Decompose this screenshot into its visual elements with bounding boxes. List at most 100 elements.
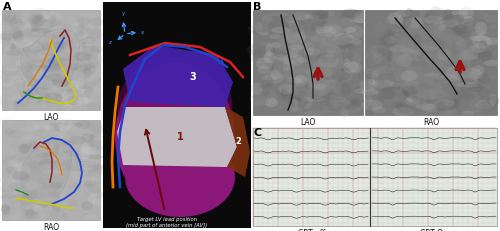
Ellipse shape bbox=[50, 60, 64, 70]
Ellipse shape bbox=[10, 43, 16, 51]
Ellipse shape bbox=[16, 155, 22, 159]
Ellipse shape bbox=[20, 142, 38, 145]
Ellipse shape bbox=[88, 138, 94, 148]
Ellipse shape bbox=[10, 76, 28, 83]
Ellipse shape bbox=[452, 24, 472, 37]
Ellipse shape bbox=[36, 20, 44, 30]
Ellipse shape bbox=[458, 33, 479, 43]
Ellipse shape bbox=[27, 41, 38, 49]
Ellipse shape bbox=[72, 101, 76, 109]
Ellipse shape bbox=[370, 45, 386, 57]
Ellipse shape bbox=[13, 121, 22, 124]
Ellipse shape bbox=[63, 29, 68, 38]
Ellipse shape bbox=[50, 129, 56, 140]
Ellipse shape bbox=[56, 136, 65, 143]
Ellipse shape bbox=[365, 96, 372, 103]
Ellipse shape bbox=[252, 94, 270, 99]
Ellipse shape bbox=[410, 16, 426, 25]
Ellipse shape bbox=[23, 29, 32, 39]
Ellipse shape bbox=[418, 24, 440, 32]
Ellipse shape bbox=[19, 168, 26, 178]
Ellipse shape bbox=[80, 157, 98, 167]
Ellipse shape bbox=[0, 116, 15, 128]
Ellipse shape bbox=[70, 65, 78, 68]
Ellipse shape bbox=[399, 80, 420, 91]
Ellipse shape bbox=[68, 136, 87, 145]
Ellipse shape bbox=[454, 72, 469, 77]
Ellipse shape bbox=[20, 36, 32, 40]
Ellipse shape bbox=[280, 74, 294, 86]
Ellipse shape bbox=[35, 138, 42, 143]
Ellipse shape bbox=[327, 43, 348, 57]
Ellipse shape bbox=[378, 66, 394, 73]
Ellipse shape bbox=[376, 96, 384, 105]
Ellipse shape bbox=[2, 206, 18, 216]
Ellipse shape bbox=[83, 79, 92, 82]
Ellipse shape bbox=[466, 43, 476, 50]
Ellipse shape bbox=[348, 36, 363, 41]
Ellipse shape bbox=[68, 159, 80, 166]
Ellipse shape bbox=[299, 57, 313, 69]
Ellipse shape bbox=[412, 94, 425, 106]
Ellipse shape bbox=[62, 30, 76, 36]
Ellipse shape bbox=[396, 104, 412, 115]
Ellipse shape bbox=[22, 212, 38, 219]
Ellipse shape bbox=[34, 46, 44, 51]
Ellipse shape bbox=[28, 141, 40, 153]
Ellipse shape bbox=[34, 138, 45, 147]
Ellipse shape bbox=[285, 17, 300, 23]
Ellipse shape bbox=[338, 78, 353, 87]
Ellipse shape bbox=[16, 164, 30, 170]
Ellipse shape bbox=[58, 43, 64, 54]
Ellipse shape bbox=[340, 18, 353, 27]
Ellipse shape bbox=[316, 26, 337, 36]
Ellipse shape bbox=[336, 43, 350, 48]
Ellipse shape bbox=[52, 41, 68, 50]
Ellipse shape bbox=[19, 203, 34, 213]
Ellipse shape bbox=[86, 68, 106, 77]
Ellipse shape bbox=[434, 101, 454, 111]
Ellipse shape bbox=[61, 141, 78, 145]
Ellipse shape bbox=[392, 81, 407, 90]
Ellipse shape bbox=[14, 37, 32, 48]
Ellipse shape bbox=[73, 66, 91, 78]
Ellipse shape bbox=[2, 183, 16, 191]
Ellipse shape bbox=[42, 43, 55, 50]
Ellipse shape bbox=[44, 12, 64, 21]
Ellipse shape bbox=[81, 143, 91, 153]
Ellipse shape bbox=[52, 156, 65, 162]
Ellipse shape bbox=[16, 124, 24, 128]
Ellipse shape bbox=[1, 208, 14, 212]
Ellipse shape bbox=[395, 10, 411, 17]
Text: y: y bbox=[122, 11, 124, 16]
Ellipse shape bbox=[304, 14, 319, 19]
Ellipse shape bbox=[0, 195, 18, 202]
Ellipse shape bbox=[11, 94, 27, 102]
Ellipse shape bbox=[290, 45, 304, 50]
Ellipse shape bbox=[444, 96, 454, 106]
Ellipse shape bbox=[40, 195, 58, 198]
Ellipse shape bbox=[399, 48, 417, 53]
Ellipse shape bbox=[27, 16, 44, 24]
Ellipse shape bbox=[291, 98, 298, 103]
Ellipse shape bbox=[10, 46, 15, 51]
Ellipse shape bbox=[264, 100, 285, 111]
Ellipse shape bbox=[292, 20, 308, 33]
Ellipse shape bbox=[302, 97, 312, 109]
Ellipse shape bbox=[443, 9, 453, 21]
Ellipse shape bbox=[472, 35, 492, 49]
Ellipse shape bbox=[28, 18, 44, 27]
Ellipse shape bbox=[46, 210, 53, 220]
Ellipse shape bbox=[84, 185, 94, 188]
Ellipse shape bbox=[430, 41, 448, 49]
Ellipse shape bbox=[446, 67, 460, 78]
Ellipse shape bbox=[72, 206, 82, 210]
Ellipse shape bbox=[46, 163, 62, 173]
Ellipse shape bbox=[414, 47, 424, 59]
Ellipse shape bbox=[25, 143, 30, 147]
Ellipse shape bbox=[248, 49, 264, 62]
Ellipse shape bbox=[27, 161, 44, 168]
Ellipse shape bbox=[60, 61, 69, 66]
Ellipse shape bbox=[271, 69, 278, 74]
Ellipse shape bbox=[84, 33, 92, 42]
